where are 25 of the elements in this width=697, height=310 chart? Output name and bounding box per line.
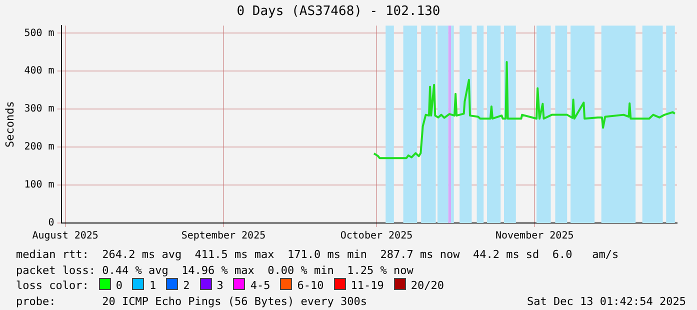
text: 20/20	[410, 279, 444, 292]
text: 4-5	[250, 279, 270, 292]
text: loss color:	[16, 279, 89, 292]
text: median rtt: 264.2 ms avg 411.5 ms max 171.0 ms min 287.7 ms now 44.2 ms sd 6.0 am/s	[16, 247, 620, 262]
y-tick-label: 400 m	[24, 66, 54, 77]
y-axis-title: Seconds	[3, 101, 16, 148]
text: 2	[183, 279, 190, 292]
text: Sat Dec 13 01:42:54 2025	[527, 294, 686, 309]
x-tick-label: November 2025	[495, 230, 574, 242]
text: 11-19	[350, 279, 384, 292]
y-tick-label: 300 m	[24, 104, 54, 115]
text: 0	[116, 279, 122, 292]
text: 1	[149, 279, 156, 292]
chart-title: 0 Days (AS37468) - 102.130	[236, 4, 440, 20]
text: 6-10	[297, 279, 324, 292]
y-tick-label: 0	[48, 218, 54, 229]
x-tick-label: September 2025	[181, 230, 266, 242]
text: packet loss: 0.44 % avg 14.96 % max 0.00 % min 1.25 % now	[16, 262, 414, 278]
text: 3	[216, 279, 224, 292]
text: probe: 20 ICMP Echo Pings (56 Bytes) every 300s	[16, 294, 367, 308]
y-tick-label: 200 m	[24, 142, 54, 153]
y-tick-label: 500 m	[24, 28, 54, 39]
x-tick-label: August 2025	[32, 230, 98, 242]
y-tick-label: 100 m	[24, 180, 54, 191]
x-tick-label: October 2025	[340, 230, 413, 242]
